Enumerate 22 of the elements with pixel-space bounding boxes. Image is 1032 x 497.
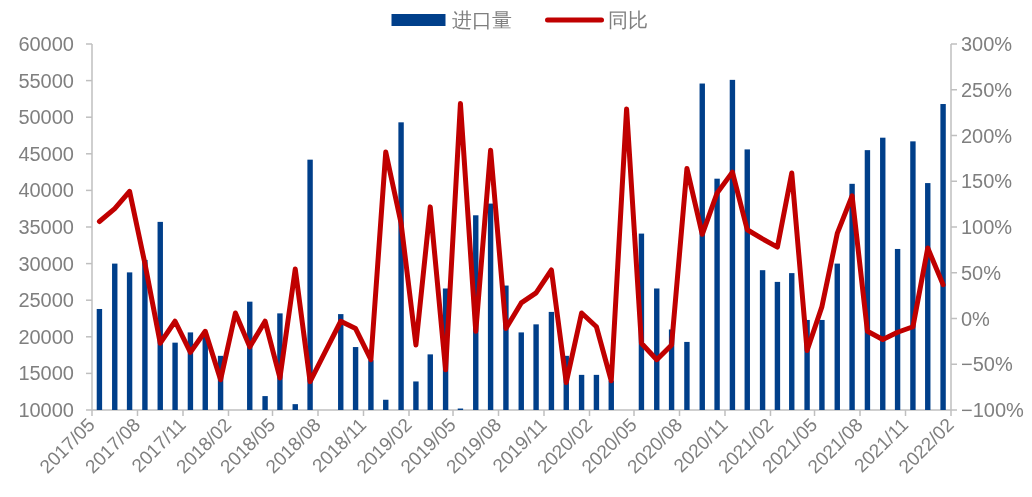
y2-tick-label: 150% [961, 170, 1013, 193]
y-tick-label: 25000 [18, 289, 74, 312]
y2-tick-label: 300% [961, 33, 1013, 55]
y2-tick-label: −50% [961, 353, 1013, 376]
y-tick-label: 55000 [18, 69, 74, 92]
y-tick-label: 60000 [18, 33, 74, 55]
y2-tick-label: 50% [961, 261, 1002, 284]
y-tick-label: 40000 [18, 179, 74, 202]
y-tick-label: 30000 [18, 252, 74, 275]
y2-tick-label: 250% [961, 78, 1013, 101]
y-tick-label: 35000 [18, 216, 74, 238]
y-tick-label: 10000 [18, 399, 74, 421]
y2-tick-label: 100% [961, 216, 1013, 238]
y-tick-label: 45000 [18, 142, 74, 165]
y-tick-label: 20000 [18, 325, 74, 348]
y-tick-label: 15000 [18, 362, 74, 385]
y2-tick-label: 0% [961, 307, 991, 330]
y2-tick-label: 200% [961, 124, 1013, 147]
y-tick-label: 50000 [18, 106, 74, 129]
legend-label: 同比 [607, 9, 648, 31]
y2-tick-label: −100% [961, 399, 1025, 421]
legend-label: 进口量 [451, 9, 512, 31]
